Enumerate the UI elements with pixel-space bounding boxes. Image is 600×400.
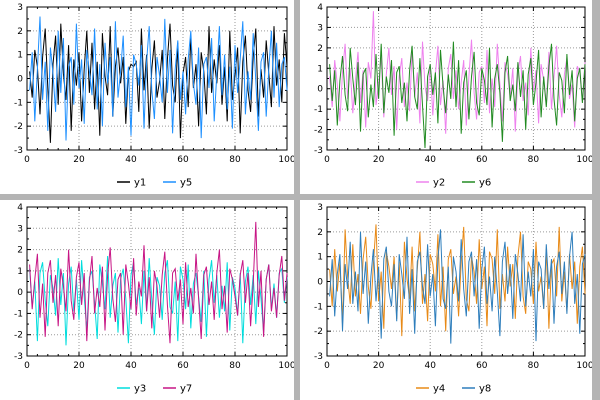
x-tick-label: 80: [528, 155, 540, 165]
y-tick-label: 0: [17, 288, 23, 298]
legend-label-y2: y2: [433, 178, 445, 189]
y-tick-label: 2: [17, 27, 23, 37]
plot-border: [326, 206, 586, 357]
y-tick-label: -2: [314, 126, 323, 136]
x-tick-label: 20: [73, 361, 85, 371]
chart-top-right: 0 20 40 60 80 100 -3 -2 -1 0 1 2 3 4 y2 y6: [314, 3, 592, 189]
y-tick-label: -3: [14, 146, 23, 156]
legend-label-y8: y8: [479, 384, 491, 395]
x-tick-label: 40: [424, 361, 436, 371]
series-y7: [29, 221, 288, 344]
y-tick-label: -2: [14, 331, 23, 341]
y-tick-label: 0: [317, 278, 323, 288]
y-tick-label: 3: [17, 224, 23, 234]
chart-bottom-right: 0 20 40 60 80 100 -3 -2 -1 0 1 2 3 y4 y8: [314, 203, 592, 395]
y-tick-label: 1: [317, 253, 323, 263]
x-tick-label: 60: [476, 155, 488, 165]
y-tick-label: 0: [17, 75, 23, 85]
y-tick-label: -1: [14, 309, 23, 319]
x-tick-label: 40: [424, 155, 436, 165]
x-tick-label: 20: [373, 155, 385, 165]
y-tick-label: 3: [17, 3, 23, 13]
x-tick-label: 40: [125, 361, 137, 371]
series-y5: [29, 16, 288, 141]
y-tick-label: 2: [317, 44, 323, 54]
chart-panel-bottom-left: 0 20 40 60 80 100 -3 -2 -1 0 1 2 3 4 y3 y7: [0, 200, 294, 400]
chart-top-left: 0 20 40 60 80 100 -3 -2 -1 0 1 2 3 y1 y5: [14, 3, 294, 189]
x-tick-label: 20: [73, 155, 85, 165]
plot-border: [26, 6, 288, 151]
x-tick-label: 0: [24, 361, 30, 371]
chart-panel-bottom-right: 0 20 40 60 80 100 -3 -2 -1 0 1 2 3 y4 y8: [300, 200, 592, 400]
y-tick-label: -1: [314, 302, 323, 312]
y-tick-label: 4: [317, 3, 323, 13]
legend-label-y1: y1: [134, 178, 146, 189]
x-tick-label: 100: [576, 155, 592, 165]
chart-panel-top-right: 0 20 40 60 80 100 -3 -2 -1 0 1 2 3 4 y2 y6: [300, 0, 592, 194]
y-tick-label: 1: [317, 64, 323, 74]
legend-label-y6: y6: [479, 178, 491, 189]
y-tick-label: 2: [17, 246, 23, 256]
plot-border: [326, 6, 586, 151]
chart-panel-top-left: 0 20 40 60 80 100 -3 -2 -1 0 1 2 3 y1 y5: [0, 0, 294, 194]
x-tick-label: 0: [324, 155, 330, 165]
series-y1: [29, 23, 288, 143]
x-tick-label: 80: [528, 361, 540, 371]
series-y8: [329, 229, 586, 344]
y-tick-label: 1: [17, 51, 23, 61]
y-tick-label: -2: [14, 122, 23, 132]
chart-bottom-left: 0 20 40 60 80 100 -3 -2 -1 0 1 2 3 4 y3 y7: [14, 203, 294, 395]
y-tick-label: 3: [317, 23, 323, 33]
y-tick-label: -1: [314, 105, 323, 115]
x-tick-label: 100: [576, 361, 592, 371]
legend-label-y3: y3: [134, 384, 146, 395]
legend-label-y5: y5: [180, 178, 192, 189]
y-tick-label: -3: [14, 352, 23, 362]
x-tick-label: 60: [476, 361, 488, 371]
y-tick-label: 0: [317, 85, 323, 95]
x-tick-label: 0: [324, 361, 330, 371]
x-tick-label: 60: [177, 361, 189, 371]
y-tick-label: -1: [14, 98, 23, 108]
x-tick-label: 100: [278, 155, 294, 165]
legend-label-y4: y4: [433, 384, 445, 395]
x-tick-label: 20: [373, 361, 385, 371]
series-y3: [29, 255, 288, 346]
y-tick-label: 4: [17, 203, 23, 213]
y-tick-label: 3: [317, 203, 323, 213]
y-tick-label: 1: [17, 267, 23, 277]
x-tick-label: 80: [229, 155, 241, 165]
series-y6: [329, 41, 586, 149]
y-tick-label: -2: [314, 327, 323, 337]
y-tick-label: -3: [314, 352, 323, 362]
legend-label-y7: y7: [180, 384, 192, 395]
x-tick-label: 0: [24, 155, 30, 165]
x-tick-label: 100: [278, 361, 294, 371]
y-tick-label: -3: [314, 146, 323, 156]
x-tick-label: 60: [177, 155, 189, 165]
x-tick-label: 80: [229, 361, 241, 371]
y-tick-label: 2: [317, 228, 323, 238]
x-tick-label: 40: [125, 155, 137, 165]
